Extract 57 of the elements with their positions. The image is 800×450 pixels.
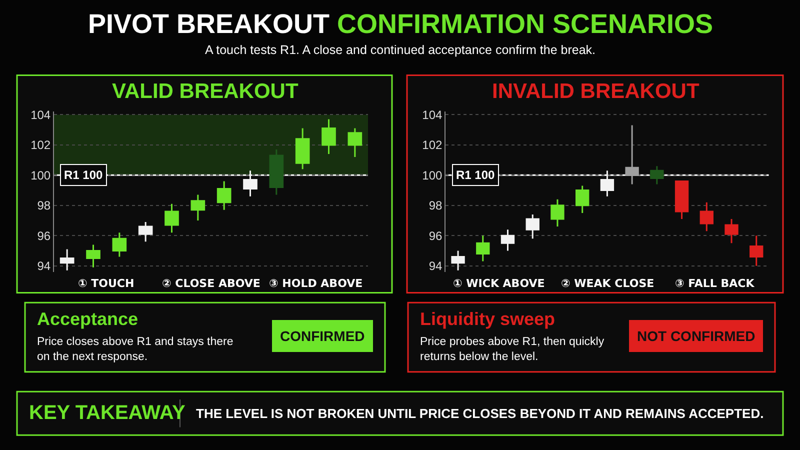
y-tick-label: 100 — [422, 168, 443, 182]
text: A touch tests R1. A close and continued acceptance confirm the break. — [205, 43, 596, 57]
candlestick — [526, 214, 540, 240]
candlestick — [500, 228, 515, 252]
y-tick-label: 98 — [37, 198, 51, 213]
chart-title: VALID BREAKOUT — [112, 80, 298, 103]
text: NOT CONFIRMED — [637, 328, 756, 344]
candlestick — [112, 232, 127, 258]
candlestick — [476, 234, 490, 262]
candlestick — [60, 248, 74, 272]
candlestick — [576, 184, 590, 214]
text: KEY TAKEAWAY — [29, 402, 186, 424]
candlestick — [216, 180, 232, 211]
y-tick-label: 100 — [30, 168, 51, 182]
y-tick-label: 102 — [422, 138, 443, 152]
text: ② CLOSE ABOVE — [162, 277, 260, 290]
y-tick-label: 102 — [30, 138, 51, 152]
text: Liquidity sweep — [420, 309, 556, 329]
candlestick — [164, 203, 179, 234]
candlestick — [138, 221, 153, 242]
text: ① TOUCH — [78, 277, 134, 290]
candlestick — [348, 128, 362, 158]
text: Price probes above R1, then quickly returns below the level. — [420, 336, 604, 363]
candlestick — [295, 128, 310, 170]
y-tick-label: 94 — [428, 259, 443, 274]
ref-line-label: R1 100 — [64, 168, 104, 182]
candlestick — [674, 180, 689, 220]
text: Acceptance — [37, 309, 138, 329]
text: THE LEVEL IS NOT BROKEN UNTIL PRICE CLOSES BEYOND IT AND REMAINS ACCEPTED. — [196, 406, 764, 421]
text: ③ FALL BACK — [675, 277, 755, 290]
candlestick — [322, 118, 336, 155]
y-tick-label: 96 — [37, 228, 51, 243]
candlestick — [190, 194, 206, 222]
y-tick-label: 104 — [30, 108, 51, 122]
candlestick — [600, 170, 614, 198]
candlestick — [243, 170, 258, 198]
text: CONFIRMED — [280, 328, 365, 344]
text: PIVOT BREAKOUT CONFIRMATION SCENARIOS — [88, 9, 714, 39]
y-tick-label: 96 — [428, 228, 443, 243]
candlestick — [700, 202, 714, 232]
text: Price closes above R1 and stays there on the next response. — [37, 336, 234, 363]
text: ② WEAK CLOSE — [561, 277, 654, 290]
candlestick — [269, 148, 284, 196]
candlestick — [650, 165, 664, 185]
candlestick — [86, 244, 100, 268]
text: ① WICK ABOVE — [453, 277, 545, 290]
y-tick-label: 98 — [428, 198, 443, 213]
y-tick-label: 104 — [422, 108, 443, 122]
ref-line-label: R1 100 — [456, 168, 496, 182]
chart-title: INVALID BREAKOUT — [492, 80, 700, 103]
candlestick — [625, 124, 639, 185]
y-tick-label: 94 — [37, 259, 51, 274]
candlestick — [724, 218, 738, 244]
candlestick — [750, 234, 764, 267]
text: ③ HOLD ABOVE — [269, 277, 363, 290]
candlestick — [451, 250, 465, 272]
candlestick — [550, 198, 564, 228]
